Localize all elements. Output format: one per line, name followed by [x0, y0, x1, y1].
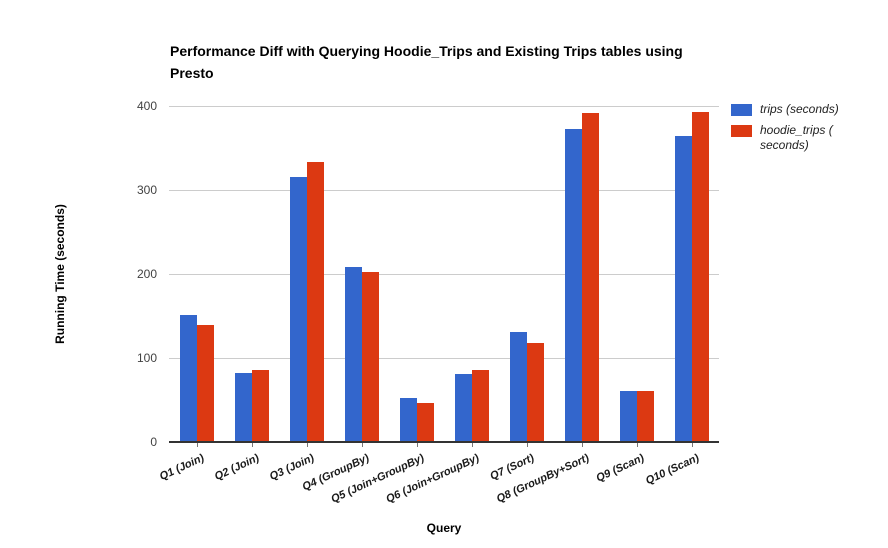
gridline-200 — [169, 274, 719, 275]
bar-series2-3 — [307, 162, 324, 441]
y-axis-title: Running Time (seconds) — [53, 204, 67, 344]
x-tick-mark — [691, 443, 693, 447]
x-tick-mark — [251, 443, 253, 447]
x-tick-mark — [526, 443, 528, 447]
x-axis-line — [169, 441, 719, 443]
bar-series1-1 — [179, 315, 197, 441]
legend-item-1: trips (seconds) — [731, 102, 860, 117]
x-tick-mark — [416, 443, 418, 447]
bar-series1-7 — [509, 331, 527, 441]
x-tick-mark — [306, 443, 308, 447]
bar-series2-2 — [252, 370, 269, 441]
gridline-100 — [169, 358, 719, 359]
legend-swatch — [731, 104, 752, 116]
x-tick-mark — [581, 443, 583, 447]
x-tick-mark — [196, 443, 198, 447]
bar-series1-8 — [564, 129, 582, 441]
plot-area — [169, 106, 719, 447]
legend-label: trips (seconds) — [760, 102, 839, 116]
bar-series2-7 — [527, 342, 544, 441]
x-axis-title: Query — [426, 521, 462, 535]
y-tick-label: 100 — [136, 351, 157, 365]
bar-series1-2 — [234, 372, 252, 441]
bar-series2-9 — [637, 391, 654, 441]
x-tick-mark — [636, 443, 638, 447]
bar-series2-10 — [692, 111, 709, 441]
bar-series2-4 — [362, 272, 379, 441]
bar-series1-10 — [674, 136, 692, 441]
bar-series2-1 — [197, 325, 214, 441]
bar-series1-6 — [454, 373, 472, 441]
legend-swatch — [731, 125, 752, 137]
gridline-400 — [169, 106, 719, 107]
bar-series1-5 — [399, 398, 417, 441]
bar-series1-9 — [619, 390, 637, 441]
gridline-300 — [169, 190, 719, 191]
legend-item-2: hoodie_trips ( seconds) — [731, 123, 860, 153]
legend: trips (seconds) hoodie_trips ( seconds) — [731, 102, 860, 159]
y-tick-label: 0 — [150, 435, 157, 449]
chart-title: Performance Diff with Querying Hoodie_Tr… — [170, 43, 683, 81]
y-tick-label: 400 — [136, 99, 157, 113]
bar-series2-5 — [417, 403, 434, 441]
bar-series2-8 — [582, 113, 599, 441]
bar-series1-4 — [344, 267, 362, 441]
bar-series2-6 — [472, 370, 489, 441]
y-tick-label: 300 — [136, 183, 157, 197]
y-tick-label: 200 — [136, 267, 157, 281]
x-tick-mark — [361, 443, 363, 447]
x-tick-mark — [471, 443, 473, 447]
bar-series1-3 — [289, 177, 307, 441]
legend-label: hoodie_trips ( seconds) — [760, 123, 833, 152]
